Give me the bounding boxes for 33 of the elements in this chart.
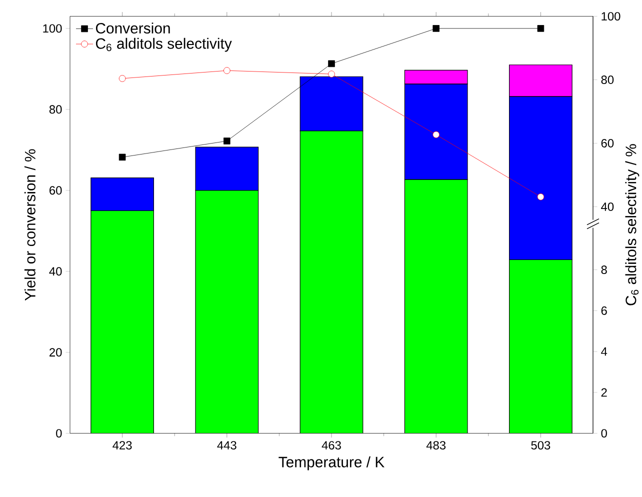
y2-axis-title: C$_{6}$ alditols selectivity / % bbox=[625, 144, 640, 306]
y3-tick-label: 6 bbox=[601, 306, 607, 315]
y-tick-label: 60 bbox=[50, 186, 62, 195]
y-tick-label: 80 bbox=[49, 105, 62, 114]
point bbox=[537, 193, 544, 200]
x-tick-label: 483 bbox=[426, 441, 446, 450]
y3-tick-label: 0 bbox=[601, 429, 607, 438]
y-tick-label: 20 bbox=[50, 348, 62, 357]
y-tick-label: 100 bbox=[43, 24, 62, 33]
point bbox=[328, 70, 335, 78]
y3-tick-label: 2 bbox=[601, 388, 607, 397]
point bbox=[328, 60, 335, 68]
y2-tick-label: 80 bbox=[601, 76, 614, 84]
x-tick-label: 463 bbox=[322, 441, 341, 450]
y2-tick-label: 60 bbox=[601, 139, 614, 148]
legend-label: Conversion bbox=[96, 22, 170, 34]
y2-tick-label: 40 bbox=[601, 202, 614, 211]
x-tick-label: 443 bbox=[217, 441, 236, 450]
y-tick-label: 0 bbox=[56, 429, 62, 438]
x-tick-label: 503 bbox=[531, 441, 550, 450]
point bbox=[224, 138, 230, 144]
legend-label: C$_{6}$ alditols selectivity bbox=[96, 38, 232, 52]
point bbox=[432, 25, 440, 32]
y-tick-label: 40 bbox=[49, 267, 62, 276]
y-axis-title: Yield or conversion / % bbox=[24, 149, 36, 301]
point bbox=[118, 154, 126, 161]
y3-tick-label: 8 bbox=[601, 266, 607, 274]
point bbox=[537, 25, 544, 32]
y2-tick-label: 100 bbox=[602, 12, 620, 21]
y3-tick-label: 4 bbox=[601, 347, 608, 356]
x-axis-title: Temperature / K bbox=[278, 456, 384, 470]
point bbox=[432, 131, 440, 138]
x-tick-label: 423 bbox=[112, 441, 132, 450]
